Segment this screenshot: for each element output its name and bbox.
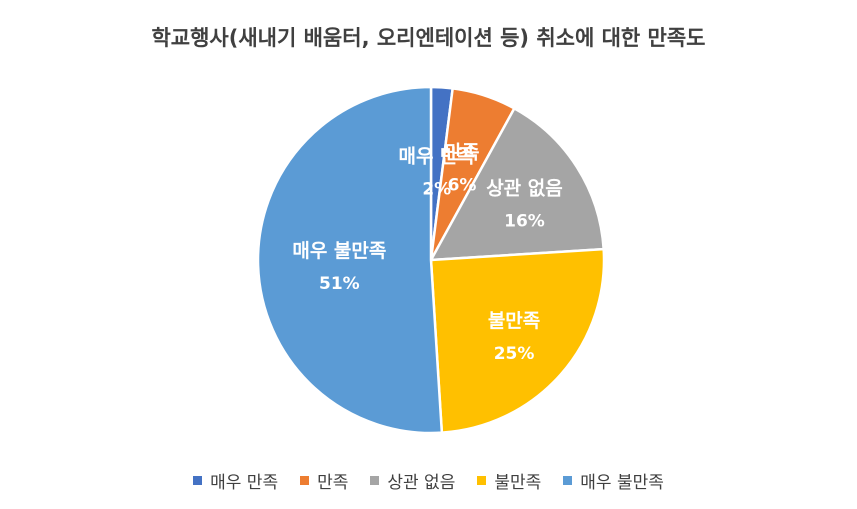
legend-item-4: 불만족 bbox=[477, 468, 541, 493]
slice-category-label-1: 매우 만족 bbox=[398, 145, 475, 167]
pie-slice-3 bbox=[429, 107, 605, 262]
legend-label: 불만족 bbox=[494, 473, 542, 493]
legend-label: 매우 만족 bbox=[210, 473, 279, 493]
legend-swatch bbox=[193, 476, 203, 485]
slice-category-label-4: 불만족 bbox=[488, 310, 540, 332]
pie-slice-4 bbox=[429, 247, 606, 434]
legend-item-3: 상관 없음 bbox=[370, 468, 455, 493]
slice-value-label-3: 16% bbox=[504, 212, 545, 232]
legend-label: 만족 bbox=[317, 473, 349, 493]
pie-slice-5 bbox=[256, 85, 444, 435]
legend-label: 상관 없음 bbox=[387, 473, 456, 493]
legend-item-2: 만족 bbox=[300, 468, 348, 493]
legend-swatch bbox=[370, 476, 380, 485]
legend-swatch bbox=[300, 476, 310, 485]
legend: 매우 만족 만족 상관 없음 불만족 매우 불만족 bbox=[0, 468, 857, 493]
legend-item-5: 매우 불만족 bbox=[563, 468, 664, 493]
slice-category-label-5: 매우 불만족 bbox=[292, 240, 386, 262]
slice-value-label-4: 25% bbox=[494, 344, 535, 364]
slice-category-label-3: 상관 없음 bbox=[486, 178, 563, 200]
legend-swatch bbox=[477, 476, 487, 485]
slice-value-label-1: 2% bbox=[422, 179, 451, 199]
slice-category-label-2: 만족 bbox=[445, 142, 480, 164]
legend-label: 매우 불만족 bbox=[580, 473, 664, 493]
slice-value-label-2: 6% bbox=[448, 176, 477, 196]
legend-swatch bbox=[563, 476, 573, 485]
chart-title: 학교행사(새내기 배움터, 오리엔테이션 등) 취소에 대한 만족도 bbox=[151, 26, 706, 50]
legend-item-1: 매우 만족 bbox=[193, 468, 278, 493]
slice-value-label-5: 51% bbox=[319, 274, 360, 294]
